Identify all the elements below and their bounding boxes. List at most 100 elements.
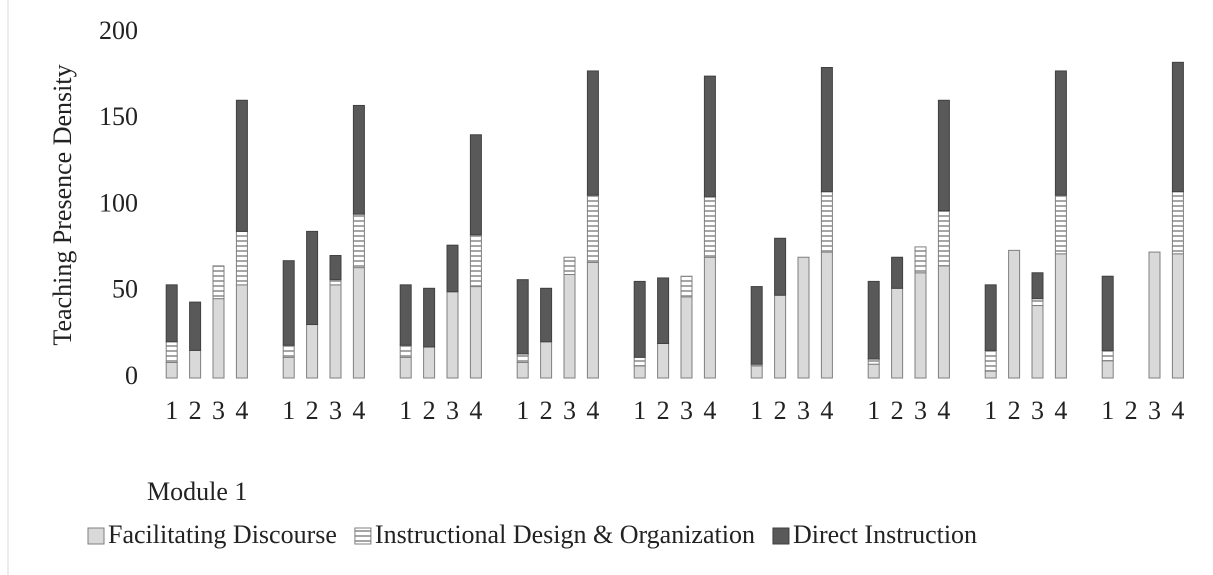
bar-segment <box>235 284 248 379</box>
bar-segment <box>282 260 295 346</box>
bar-segment <box>1054 70 1067 196</box>
bar-segment <box>1101 360 1114 379</box>
bar-segment <box>633 365 646 379</box>
bar-segment <box>867 280 880 360</box>
bar-segment <box>352 213 365 269</box>
x-tick-label: 1 <box>867 396 880 425</box>
bar-segment <box>774 237 787 296</box>
annotation: Module 1 <box>147 477 247 506</box>
x-tick-label: 4 <box>1054 396 1067 425</box>
legend-swatch <box>354 527 372 545</box>
bar-segment <box>633 280 646 358</box>
x-tick-label: 4 <box>352 396 365 425</box>
bar-segment <box>352 267 365 379</box>
bar-segment <box>282 356 295 379</box>
x-tick-label: 3 <box>329 396 342 425</box>
bar-segment <box>680 296 693 379</box>
bar-segment <box>235 99 248 232</box>
bar-segment <box>306 324 319 379</box>
x-tick-label: 2 <box>540 396 553 425</box>
bar-segment <box>703 75 716 198</box>
bar-segment <box>1101 275 1114 351</box>
x-tick-label: 2 <box>774 396 787 425</box>
x-tick-label: 4 <box>703 396 716 425</box>
bar-segment <box>586 70 599 196</box>
bar-segment <box>937 265 950 379</box>
bar-segment <box>189 349 202 379</box>
bar-segment <box>586 194 599 263</box>
bar-segment <box>984 349 997 372</box>
bar-segment <box>399 284 412 346</box>
bar-segment <box>703 196 716 258</box>
bar-segment <box>329 284 342 379</box>
bar-segment <box>820 251 833 379</box>
x-tick-label: 3 <box>914 396 927 425</box>
bar-segment <box>1171 253 1184 379</box>
x-tick-label: 1 <box>516 396 529 425</box>
x-tick-label: 3 <box>1148 396 1161 425</box>
bar-segment <box>1171 191 1184 255</box>
bar-segment <box>165 361 178 379</box>
bar-segment <box>750 286 763 365</box>
bar-segment <box>329 255 342 281</box>
x-tick-label: 2 <box>423 396 436 425</box>
bar-segment <box>516 361 529 379</box>
bar-segment <box>680 275 693 298</box>
chart-frame <box>7 0 9 575</box>
bar-segment <box>820 67 833 193</box>
bar-segment <box>657 277 670 345</box>
y-tick-label: 100 <box>99 188 138 217</box>
bar-segment <box>329 279 342 286</box>
x-tick-label: 3 <box>563 396 576 425</box>
bar-segment <box>914 246 927 274</box>
x-tick-label: 1 <box>282 396 295 425</box>
bar-segment <box>1031 305 1044 379</box>
bar-segment <box>1054 194 1067 255</box>
bar-segment <box>306 230 319 326</box>
x-tick-label: 1 <box>750 396 763 425</box>
y-tick-label: 200 <box>99 16 138 45</box>
bar-segment <box>165 284 178 343</box>
x-tick-label: 4 <box>820 396 833 425</box>
bar-segment <box>446 244 459 293</box>
bar-segment <box>867 358 880 365</box>
bar-segment <box>914 272 927 379</box>
bar-segment <box>750 365 763 379</box>
bar-segment <box>446 291 459 379</box>
bar-segment <box>563 274 576 379</box>
x-tick-label: 3 <box>1031 396 1044 425</box>
x-tick-label: 2 <box>306 396 319 425</box>
bar-segment <box>399 356 412 379</box>
bar-segment <box>469 234 482 288</box>
bar-segment <box>774 294 787 379</box>
bar-segment <box>891 287 904 379</box>
bar-segment <box>586 261 599 379</box>
x-tick-label: 3 <box>797 396 810 425</box>
bar-segment <box>820 191 833 253</box>
x-tick-label: 1 <box>1101 396 1114 425</box>
bar-segment <box>657 343 670 379</box>
x-tick-label: 2 <box>657 396 670 425</box>
bar-segment <box>1148 251 1161 379</box>
bar-segment <box>469 134 482 236</box>
bar-segment <box>1008 249 1021 379</box>
legend-swatch <box>87 527 105 545</box>
legend-label: Direct Instruction <box>793 520 977 549</box>
bar-segment <box>540 341 553 379</box>
x-tick-label: 4 <box>937 396 950 425</box>
bar-segment <box>1054 253 1067 379</box>
bar-segment <box>1031 298 1044 307</box>
x-tick-label: 1 <box>399 396 412 425</box>
bar-segment <box>352 104 365 215</box>
y-tick-label: 0 <box>125 361 138 390</box>
x-tick-label: 1 <box>984 396 997 425</box>
legend-swatch <box>772 527 790 545</box>
bar-segment <box>937 210 950 267</box>
bar-segment <box>1031 272 1044 300</box>
x-tick-label: 1 <box>165 396 178 425</box>
bar-segment <box>189 301 202 351</box>
bar-segment <box>1101 349 1114 362</box>
x-tick-label: 4 <box>586 396 599 425</box>
y-axis-label: Teaching Presence Density <box>48 64 77 345</box>
